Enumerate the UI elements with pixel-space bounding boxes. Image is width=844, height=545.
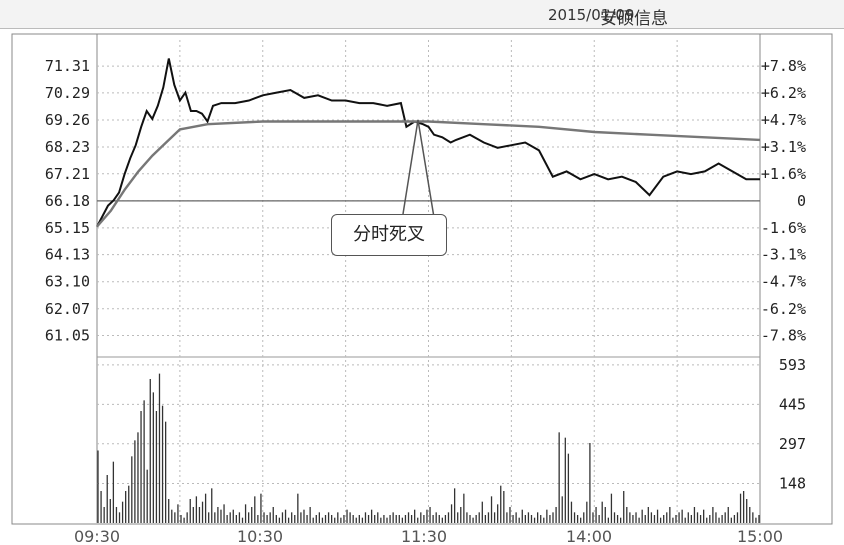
time-tick-label: 14:00 (566, 527, 612, 545)
price-tick-label: 61.05 (45, 327, 90, 345)
volume-tick-label: 148 (779, 475, 806, 493)
pct-tick-label: 0 (797, 192, 806, 210)
time-tick-label: 10:30 (237, 527, 283, 545)
pct-tick-label: -1.6% (761, 219, 806, 237)
time-tick-label: 11:30 (401, 527, 447, 545)
chart-date: 2015/01/09 (548, 6, 635, 24)
price-tick-label: 66.18 (45, 192, 90, 210)
pct-tick-label: -3.1% (761, 246, 806, 264)
stock-name: 安硕信息 (600, 9, 668, 29)
pct-tick-label: +3.1% (761, 138, 806, 156)
pct-tick-label: -6.2% (761, 300, 806, 318)
price-tick-label: 62.07 (45, 300, 90, 318)
death-cross-annotation: 分时死叉 (331, 214, 447, 256)
price-tick-label: 70.29 (45, 84, 90, 102)
price-tick-label: 65.15 (45, 219, 90, 237)
price-tick-label: 64.13 (45, 246, 90, 264)
pct-tick-label: -4.7% (761, 273, 806, 291)
price-tick-label: 67.21 (45, 165, 90, 183)
price-tick-label: 71.31 (45, 57, 90, 75)
pct-tick-label: +6.2% (761, 84, 806, 102)
annotation-pointer (402, 119, 419, 215)
volume-tick-label: 297 (779, 435, 806, 453)
time-tick-label: 09:30 (74, 527, 120, 545)
price-tick-label: 63.10 (45, 273, 90, 291)
chart-frame (11, 33, 833, 525)
pct-tick-label: +4.7% (761, 111, 806, 129)
volume-tick-label: 593 (779, 356, 806, 374)
time-tick-label: 15:00 (737, 527, 783, 545)
pct-tick-label: -7.8% (761, 327, 806, 345)
title-bar: 安硕信息 2015/01/09 (0, 0, 844, 29)
pct-tick-label: +1.6% (761, 165, 806, 183)
pct-tick-label: +7.8% (761, 57, 806, 75)
volume-tick-label: 445 (779, 395, 806, 413)
price-tick-label: 68.23 (45, 138, 90, 156)
average-price-line (96, 120, 761, 228)
price-tick-label: 69.26 (45, 111, 90, 129)
price-line (96, 58, 760, 228)
